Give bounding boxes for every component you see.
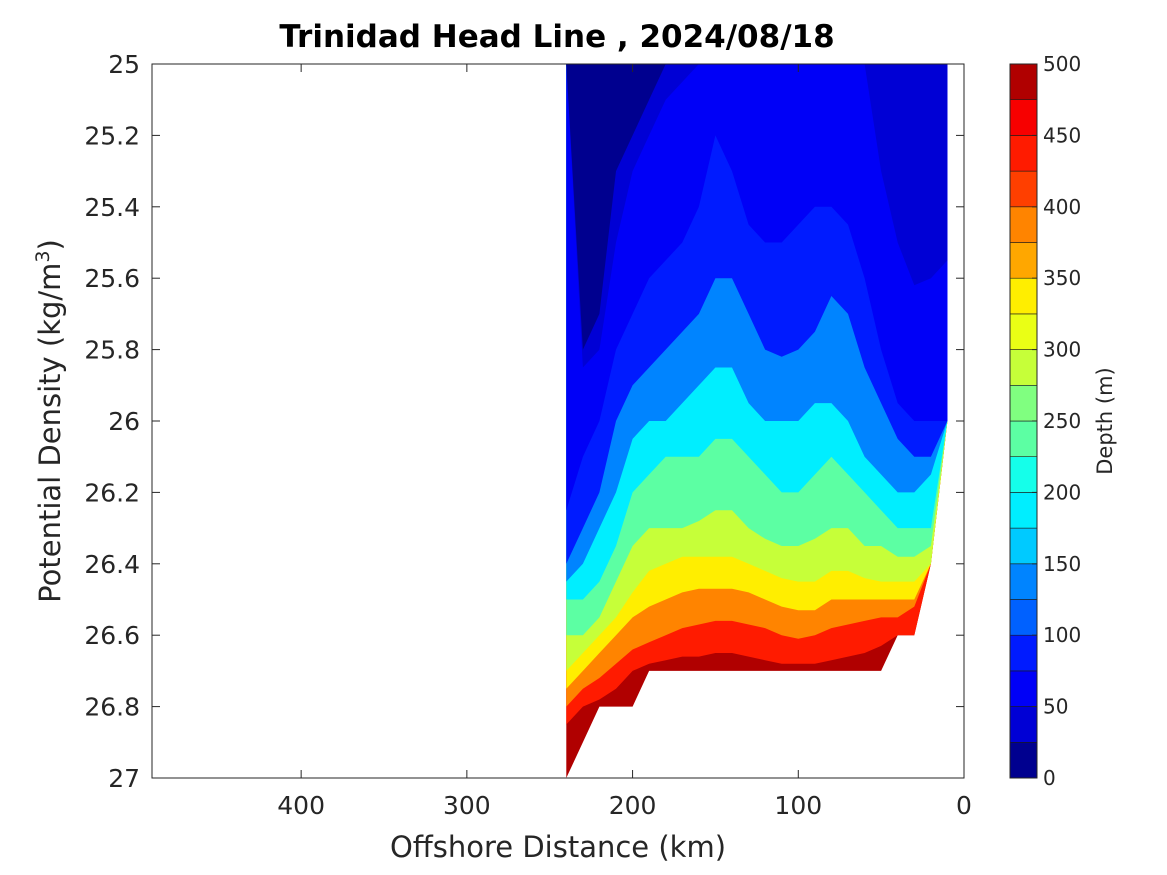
colorbar-tick-label: 250 [1043,409,1081,433]
colorbar-tick-label: 400 [1043,195,1081,219]
colorbar-segment [1009,135,1038,172]
y-tick-label: 25.4 [84,193,140,222]
y-tick-label: 26 [108,407,140,436]
colorbar-segment [1009,527,1038,565]
y-axis-title-close: ) [33,239,67,250]
colorbar-title: Depth (m) [1093,367,1117,474]
colorbar-tick-label: 200 [1043,480,1081,504]
colorbar-segment [1009,563,1038,600]
colorbar-segment [1009,63,1038,101]
depth-band-75m [566,64,948,511]
x-tick-label: 200 [609,791,657,820]
y-axis-title-superscript: 3 [32,250,54,262]
chart-title: Trinidad Head Line , 2024/08/18 [279,19,834,55]
x-tick-label: 400 [277,791,325,820]
colorbar-tick-label: 300 [1043,338,1081,362]
y-tick-label: 25.6 [84,264,140,293]
colorbar-tick-label: 150 [1043,552,1081,576]
colorbar-segment [1009,706,1038,743]
y-axis-title-main: Potential Density (kg/m [33,263,67,603]
colorbar-segment [1009,313,1038,350]
colorbar-tick-label: 0 [1043,766,1056,790]
colorbar-segment [1009,170,1038,208]
y-tick-label: 26.2 [84,478,140,507]
y-tick-label: 27 [108,764,140,793]
colorbar-segment [1009,99,1038,136]
y-axis: 25 25.2 25.4 25.6 25.8 26 26.2 26.4 26.6 26.8 27 [84,50,964,793]
x-axis: 400 300 200 100 0 [277,64,972,820]
colorbar-tick-label: 100 [1043,623,1081,647]
contour-fill-layer [566,64,948,778]
y-axis-title: Potential Density (kg/m3) [32,239,67,603]
colorbar-tick-label: 350 [1043,266,1081,290]
colorbar-tick-label: 50 [1043,695,1068,719]
colorbar-segment [1009,492,1038,529]
colorbar-segment [1009,420,1038,458]
colorbar-segment [1009,741,1038,779]
colorbar-tick-label: 450 [1043,123,1081,147]
x-tick-label: 100 [774,791,822,820]
y-tick-label: 25 [108,50,140,79]
y-tick-label: 26.8 [84,693,140,722]
depth-band-25m [566,64,948,350]
y-tick-label: 26.4 [84,550,140,579]
colorbar-segment [1009,384,1038,422]
y-tick-label: 25.2 [84,121,140,150]
colorbar-segment [1009,456,1038,493]
x-axis-title: Offshore Distance (km) [390,830,726,864]
colorbar-segment [1009,634,1038,672]
colorbar-segment [1009,242,1038,279]
colorbar-segment [1009,277,1038,315]
colorbar-segment [1009,670,1038,707]
x-tick-label: 0 [956,791,972,820]
colorbar-segment [1009,349,1038,386]
colorbar: 0 50 100 150 200 250 300 350 400 450 500 [1009,52,1081,790]
y-tick-label: 26.6 [84,621,140,650]
y-tick-label: 25.8 [84,336,140,365]
x-tick-label: 300 [443,791,491,820]
colorbar-tick-label: 500 [1043,52,1081,76]
colorbar-segment [1009,599,1038,636]
colorbar-segment [1009,206,1038,243]
